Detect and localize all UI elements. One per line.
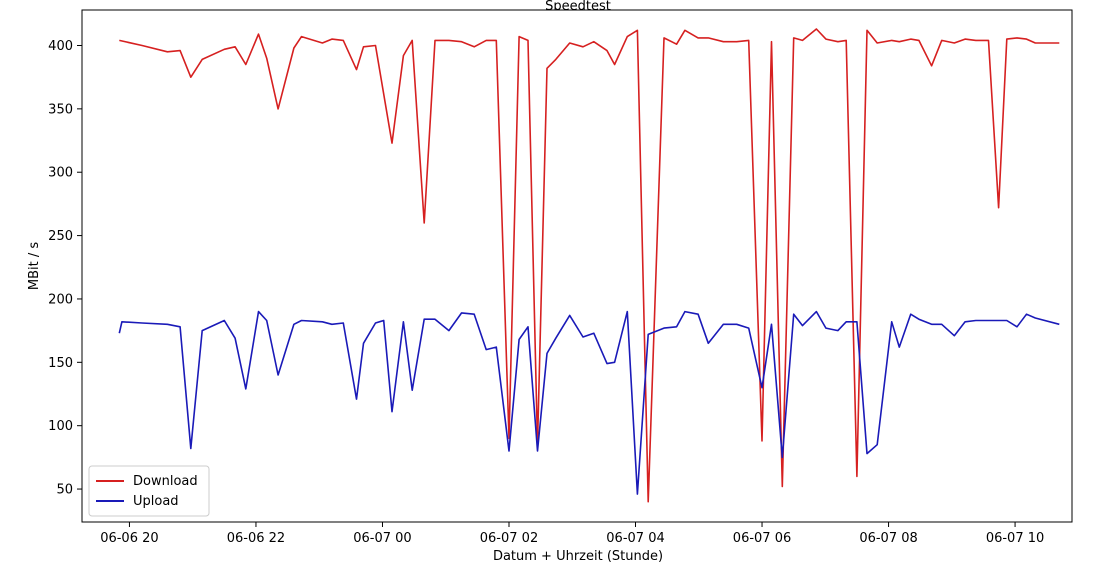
legend: Download Upload (88, 465, 210, 517)
y-tick-label: 350 (48, 102, 73, 117)
x-tick-label: 06-06 22 (227, 531, 285, 546)
x-axis-label: Datum + Uhrzeit (Stunde) (493, 549, 663, 564)
y-tick-label: 100 (48, 419, 73, 434)
x-tick-label: 06-07 06 (733, 531, 791, 546)
y-tick-label: 200 (48, 292, 73, 307)
plot-frame (81, 9, 1073, 523)
y-tick-label: 50 (56, 483, 73, 498)
x-tick-label: 06-07 08 (859, 531, 917, 546)
x-tick-label: 06-07 10 (986, 531, 1044, 546)
y-axis: 50 100 150 200 250 300 350 400 (48, 39, 82, 498)
x-tick-label: 06-07 04 (606, 531, 664, 546)
legend-download-label: Download (133, 474, 198, 489)
x-tick-label: 06-06 20 (100, 531, 158, 546)
y-tick-label: 400 (48, 39, 73, 54)
series-line-upload (118, 310, 1060, 495)
y-tick-label: 300 (48, 166, 73, 181)
legend-box (88, 465, 210, 517)
y-axis-label: MBit / s (27, 242, 42, 290)
x-tick-label: 06-07 00 (353, 531, 411, 546)
legend-upload-label: Upload (133, 494, 179, 509)
series-line-download (119, 28, 1060, 503)
series-lines (118, 28, 1060, 503)
y-tick-label: 250 (48, 229, 73, 244)
x-axis: 06-06 20 06-06 22 06-07 00 06-07 02 06-07 04… (100, 522, 1044, 546)
y-tick-label: 150 (48, 356, 73, 371)
x-tick-label: 06-07 02 (480, 531, 538, 546)
